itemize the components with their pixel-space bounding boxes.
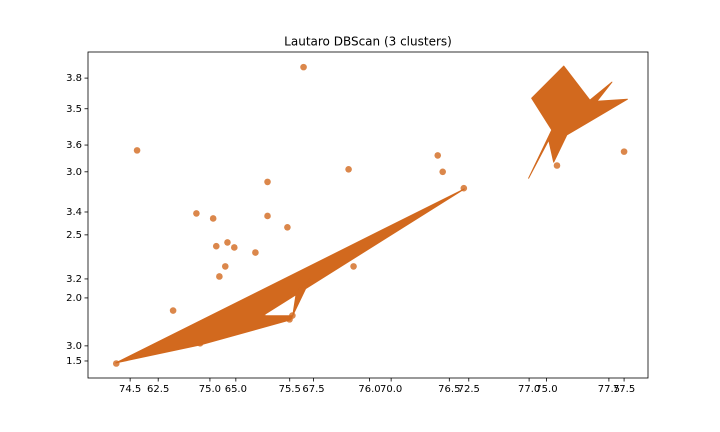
- x-tick-label: 70.0: [380, 384, 402, 395]
- cluster-area: [115, 65, 628, 364]
- x-tick-label: 76.5: [438, 384, 460, 395]
- point: [345, 165, 352, 173]
- y-tick-label: 3.2: [66, 274, 82, 285]
- x-tick-label: 77.5: [598, 384, 620, 395]
- x-tick-label: 76.0: [358, 384, 380, 395]
- point: [350, 263, 357, 270]
- chart-title: Lautaro DBScan (3 clusters): [284, 35, 452, 49]
- y-tick-label: 3.0: [66, 341, 82, 352]
- y-tick-label: 3.0: [66, 167, 82, 178]
- point: [264, 212, 271, 220]
- x-tick-label: 75.0: [535, 384, 557, 395]
- point: [169, 307, 177, 314]
- point: [434, 152, 442, 159]
- x-tick-label: 77.0: [518, 384, 540, 395]
- point: [221, 263, 229, 270]
- point: [193, 210, 200, 217]
- point: [284, 223, 291, 231]
- point: [439, 168, 446, 176]
- point: [264, 178, 271, 186]
- point: [230, 244, 238, 251]
- x-tick-label: 67.5: [302, 384, 324, 395]
- y-tick-label: 1.5: [66, 356, 82, 367]
- point: [209, 215, 217, 222]
- y-tick-label: 3.4: [66, 207, 82, 218]
- point: [620, 148, 628, 155]
- point: [300, 63, 307, 71]
- x-tick-label: 75.5: [279, 384, 301, 395]
- x-tick-label: 74.5: [119, 384, 141, 395]
- y-tick-label: 3.5: [66, 104, 82, 115]
- point: [212, 242, 220, 250]
- x-tick-label: 65.0: [225, 384, 247, 395]
- point: [252, 249, 259, 256]
- point: [553, 162, 561, 169]
- y-tick-label: 2.0: [66, 293, 82, 304]
- point: [224, 239, 231, 246]
- plot-frame: [87, 51, 649, 379]
- x-tick-label: 62.5: [147, 384, 169, 395]
- point: [133, 147, 141, 154]
- y-tick-label: 3.6: [66, 140, 82, 151]
- x-tick-label: 75.0: [199, 384, 221, 395]
- y-tick-label: 3.8: [66, 73, 82, 84]
- point: [216, 273, 223, 280]
- x-tick-label: 77.5: [613, 384, 635, 395]
- y-tick-label: 2.5: [66, 230, 82, 241]
- x-tick-label: 72.5: [458, 384, 480, 395]
